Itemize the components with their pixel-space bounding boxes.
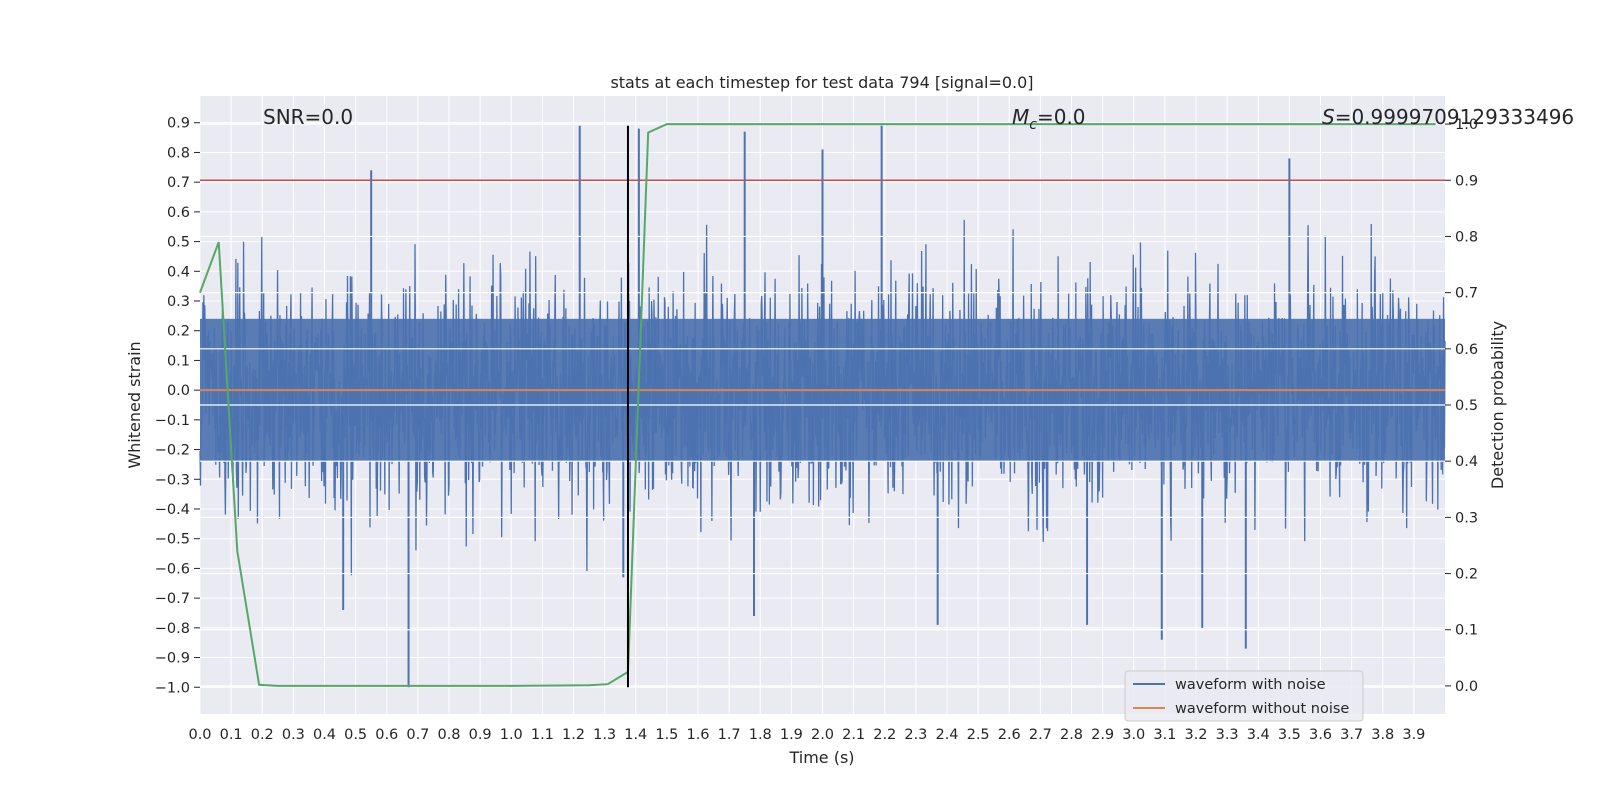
x-tick-label: 3.7	[1340, 727, 1363, 743]
x-tick-label: 0.8	[437, 727, 460, 743]
x-tick-label: 2.1	[842, 727, 865, 743]
x-tick-label: 1.0	[500, 727, 523, 743]
y-tick-label: −0.6	[155, 561, 190, 577]
y-tick-label: 0.3	[167, 294, 190, 310]
right-y-tick-label: 1.0	[1455, 117, 1478, 133]
x-tick-label: 3.6	[1309, 727, 1332, 743]
x-tick-label: 3.5	[1278, 727, 1301, 743]
snr-annotation: SNR=0.0	[263, 105, 353, 129]
chirp-mass-annotation: Mc=0.0	[1012, 105, 1086, 133]
y-tick-label: −0.8	[155, 621, 190, 637]
x-tick-label: 3.1	[1153, 727, 1176, 743]
right-y-tick-label: 0.9	[1455, 173, 1478, 189]
y-tick-label: −0.3	[155, 472, 190, 488]
y-tick-label: 0.9	[167, 116, 190, 132]
x-tick-label: 1.4	[624, 727, 647, 743]
x-tick-label: 2.9	[1091, 727, 1114, 743]
x-tick-label: 0.6	[375, 727, 398, 743]
x-tick-label: 1.6	[686, 727, 709, 743]
y-tick-label: −0.4	[155, 502, 190, 518]
x-tick-label: 1.1	[531, 727, 554, 743]
chart-title: stats at each timestep for test data 794…	[610, 73, 1033, 92]
x-tick-label: 3.9	[1402, 727, 1425, 743]
right-y-tick-label: 0.0	[1455, 679, 1478, 695]
x-tick-label: 1.8	[749, 727, 772, 743]
x-tick-label: 3.8	[1371, 727, 1394, 743]
x-tick-label: 2.4	[935, 727, 958, 743]
y-tick-label: −0.2	[155, 443, 190, 459]
right-y-tick-label: 0.4	[1455, 454, 1478, 470]
y-tick-label: 0.6	[167, 205, 190, 221]
right-y-tick-label: 0.5	[1455, 398, 1478, 414]
x-tick-label: 0.5	[344, 727, 367, 743]
right-y-tick-label: 0.6	[1455, 342, 1478, 358]
legend-label-noise: waveform with noise	[1175, 677, 1326, 693]
x-tick-label: 3.3	[1216, 727, 1239, 743]
x-axis-label: Time (s)	[788, 748, 854, 767]
x-tick-label: 2.2	[873, 727, 896, 743]
x-tick-label: 1.5	[655, 727, 678, 743]
right-y-tick-label: 0.8	[1455, 229, 1478, 245]
x-tick-label: 2.6	[998, 727, 1021, 743]
x-tick-label: 3.4	[1247, 727, 1270, 743]
x-tick-label: 2.5	[967, 727, 990, 743]
y-tick-label: −0.1	[155, 413, 190, 429]
y-tick-label: 0.0	[167, 383, 190, 399]
right-y-axis-label: Detection probability	[1488, 321, 1507, 489]
x-tick-label: 1.9	[780, 727, 803, 743]
y-tick-label: 0.5	[167, 235, 190, 251]
y-tick-label: −0.9	[155, 651, 190, 667]
x-tick-label: 2.8	[1060, 727, 1083, 743]
y-tick-label: −0.7	[155, 591, 190, 607]
right-y-tick-labels: 1.0 0.9 0.8 0.7 0.6 0.5 0.4 0.3 0.2 0.1 0.0	[1445, 117, 1478, 695]
x-tick-label: 2.0	[811, 727, 834, 743]
y-tick-label: 0.1	[167, 353, 190, 369]
x-tick-label: 3.0	[1122, 727, 1145, 743]
x-tick-label: 1.3	[593, 727, 616, 743]
right-y-tick-label: 0.7	[1455, 286, 1478, 302]
x-tick-label: 0.0	[188, 727, 211, 743]
x-tick-label: 2.3	[904, 727, 927, 743]
x-tick-label: 0.9	[469, 727, 492, 743]
x-tick-label: 0.1	[220, 727, 243, 743]
y-tick-label: 0.2	[167, 324, 190, 340]
x-tick-label: 0.7	[406, 727, 429, 743]
x-tick-label: 3.2	[1184, 727, 1207, 743]
x-tick-label: 0.3	[282, 727, 305, 743]
x-tick-labels: 0.0 0.1 0.2 0.3 0.4 0.5 0.6 0.7 0.8 0.9 1.0 1.1 1.2 1…	[188, 727, 1425, 743]
y-tick-label: 0.7	[167, 175, 190, 191]
x-tick-label: 0.4	[313, 727, 336, 743]
s-annotation: S=0.9999709129333496	[1322, 105, 1574, 129]
y-tick-label: 0.4	[167, 264, 190, 280]
right-y-tick-label: 0.3	[1455, 510, 1478, 526]
detection-probability-line	[199, 123, 1436, 687]
y-tick-label: 0.8	[167, 145, 190, 161]
y-tick-labels: 0.9 0.8 0.7 0.6 0.5 0.4 0.3 0.2 0.1 0.0 −0.1 −0.2 −0…	[155, 116, 200, 696]
legend: waveform with noise waveform without noi…	[1124, 670, 1364, 722]
x-tick-label: 1.2	[562, 727, 585, 743]
x-tick-label: 0.2	[251, 727, 274, 743]
y-tick-label: −1.0	[155, 680, 190, 696]
legend-label-clean: waveform without noise	[1175, 701, 1349, 717]
legend-box	[1124, 670, 1364, 722]
y-tick-label: −0.5	[155, 532, 190, 548]
y-axis-label: Whitened strain	[125, 341, 144, 468]
x-tick-label: 2.7	[1029, 727, 1052, 743]
right-y-tick-label: 0.1	[1455, 623, 1478, 639]
x-tick-label: 1.7	[718, 727, 741, 743]
right-y-tick-label: 0.2	[1455, 567, 1478, 583]
